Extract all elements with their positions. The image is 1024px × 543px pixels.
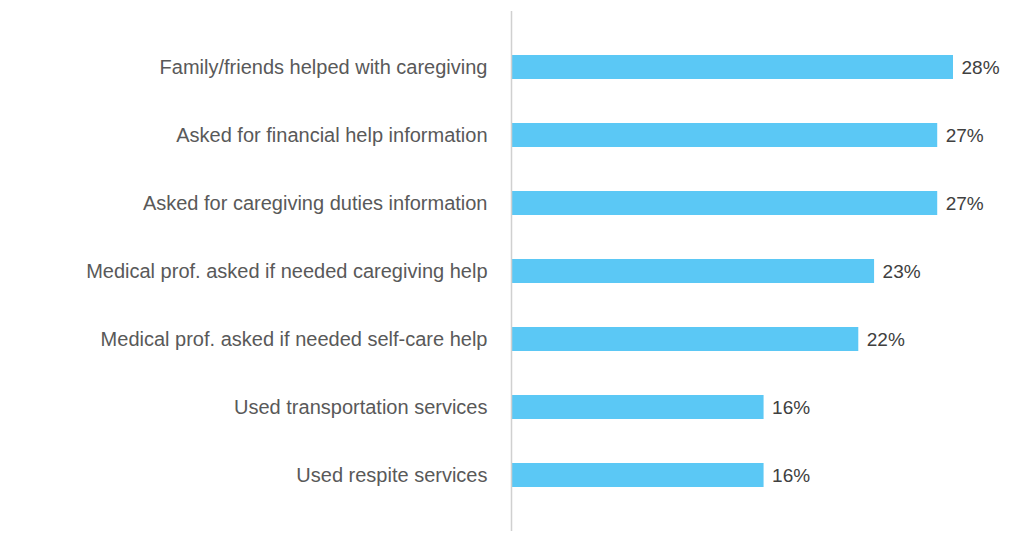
svg-text:Asked for caregiving duties in: Asked for caregiving duties information (143, 192, 488, 214)
svg-text:Asked for financial help infor: Asked for financial help information (176, 124, 487, 146)
svg-text:Medical prof. asked if needed: Medical prof. asked if needed self-care … (101, 328, 488, 350)
svg-text:16%: 16% (772, 397, 810, 418)
svg-text:22%: 22% (867, 329, 905, 350)
svg-text:27%: 27% (946, 193, 984, 214)
svg-text:27%: 27% (946, 125, 984, 146)
svg-text:Family/friends helped with car: Family/friends helped with caregiving (160, 56, 488, 78)
svg-text:Medical prof. asked if needed: Medical prof. asked if needed caregiving… (86, 260, 487, 282)
svg-text:28%: 28% (962, 57, 1000, 78)
svg-text:Used respite services: Used respite services (296, 464, 487, 486)
svg-text:Used transportation services: Used transportation services (234, 396, 487, 418)
svg-text:23%: 23% (883, 261, 921, 282)
svg-text:16%: 16% (772, 465, 810, 486)
